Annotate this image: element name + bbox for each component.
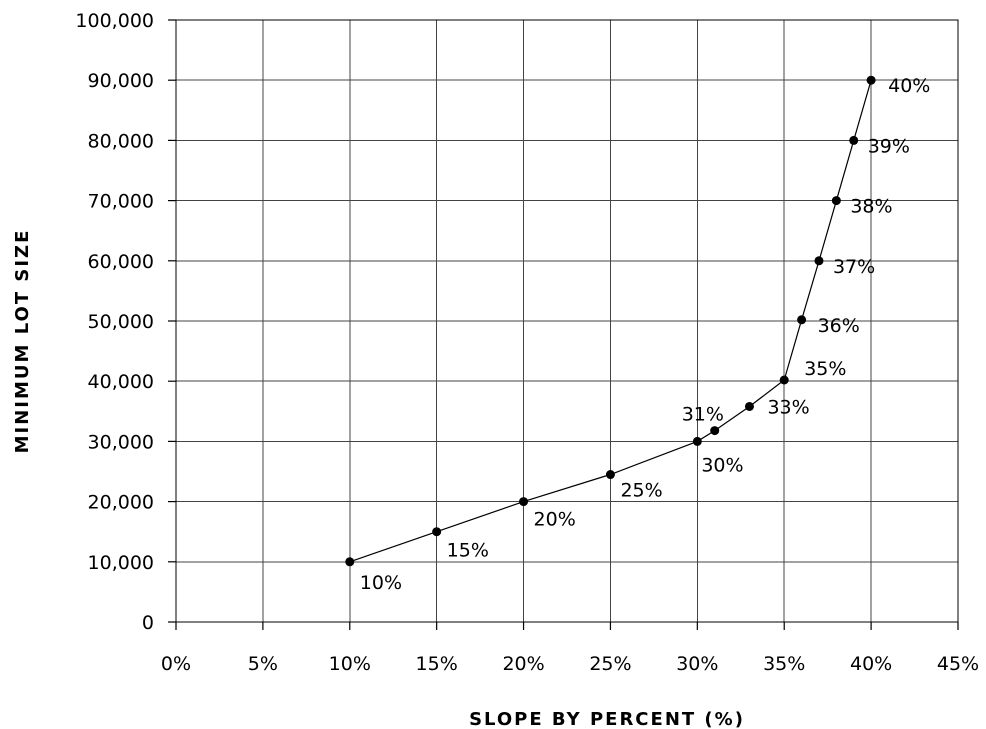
data-label: 33% [767, 396, 809, 418]
data-label: 20% [534, 509, 576, 531]
x-tick-label: 10% [329, 653, 371, 675]
data-label: 30% [701, 454, 743, 476]
data-label: 25% [620, 480, 662, 502]
data-label: 38% [850, 196, 892, 218]
y-tick-label: 80,000 [88, 130, 154, 152]
data-label: 37% [833, 256, 875, 278]
x-tick-label: 15% [416, 653, 458, 675]
y-axis: 0 10,000 20,000 30,000 40,000 50,000 60,000 70,… [75, 10, 176, 634]
y-tick-label: 60,000 [88, 251, 154, 273]
data-label: 15% [447, 540, 489, 562]
data-point [797, 315, 807, 325]
y-tick-label: 90,000 [88, 70, 154, 92]
data-labels: 10% 15% 20% 25% 30% 31% 33% 35% 36% 37% 38% 39% 40% [360, 75, 931, 594]
x-tick-label: 5% [248, 653, 278, 675]
x-tick-label: 20% [502, 653, 544, 675]
data-label: 40% [888, 75, 930, 97]
y-tick-label: 50,000 [88, 311, 154, 333]
data-point [744, 401, 754, 411]
x-tick-label: 25% [589, 653, 631, 675]
y-tick-label: 20,000 [88, 492, 154, 514]
data-point [710, 426, 720, 436]
data-point [779, 375, 789, 385]
x-tick-label: 45% [937, 653, 979, 675]
y-tick-label: 10,000 [88, 552, 154, 574]
x-tick-label: 0% [161, 653, 191, 675]
data-point [345, 557, 355, 567]
data-points [345, 75, 876, 567]
data-point [814, 256, 824, 266]
data-label: 35% [804, 358, 846, 380]
data-label: 31% [682, 404, 724, 426]
data-point [692, 436, 702, 446]
x-tick-label: 30% [676, 653, 718, 675]
y-tick-label: 70,000 [88, 191, 154, 213]
y-tick-label: 40,000 [88, 371, 154, 393]
data-label: 36% [818, 315, 860, 337]
data-point [849, 135, 859, 145]
data-label: 39% [868, 135, 910, 157]
x-tick-label: 40% [850, 653, 892, 675]
x-tick-label: 35% [763, 653, 805, 675]
y-tick-label: 0 [142, 612, 154, 634]
x-axis: 0% 5% 10% 15% 20% 25% 30% 35% 40% 45% [161, 622, 979, 675]
x-axis-title: SLOPE BY PERCENT (%) [469, 709, 745, 729]
data-point [605, 470, 615, 480]
y-tick-label: 100,000 [75, 10, 154, 32]
data-point [831, 196, 841, 206]
data-point [432, 527, 442, 537]
data-label: 10% [360, 572, 402, 594]
y-axis-title: MINIMUM LOT SIZE [12, 229, 33, 454]
y-tick-label: 30,000 [88, 431, 154, 453]
data-point [866, 75, 876, 85]
data-point [519, 497, 529, 507]
